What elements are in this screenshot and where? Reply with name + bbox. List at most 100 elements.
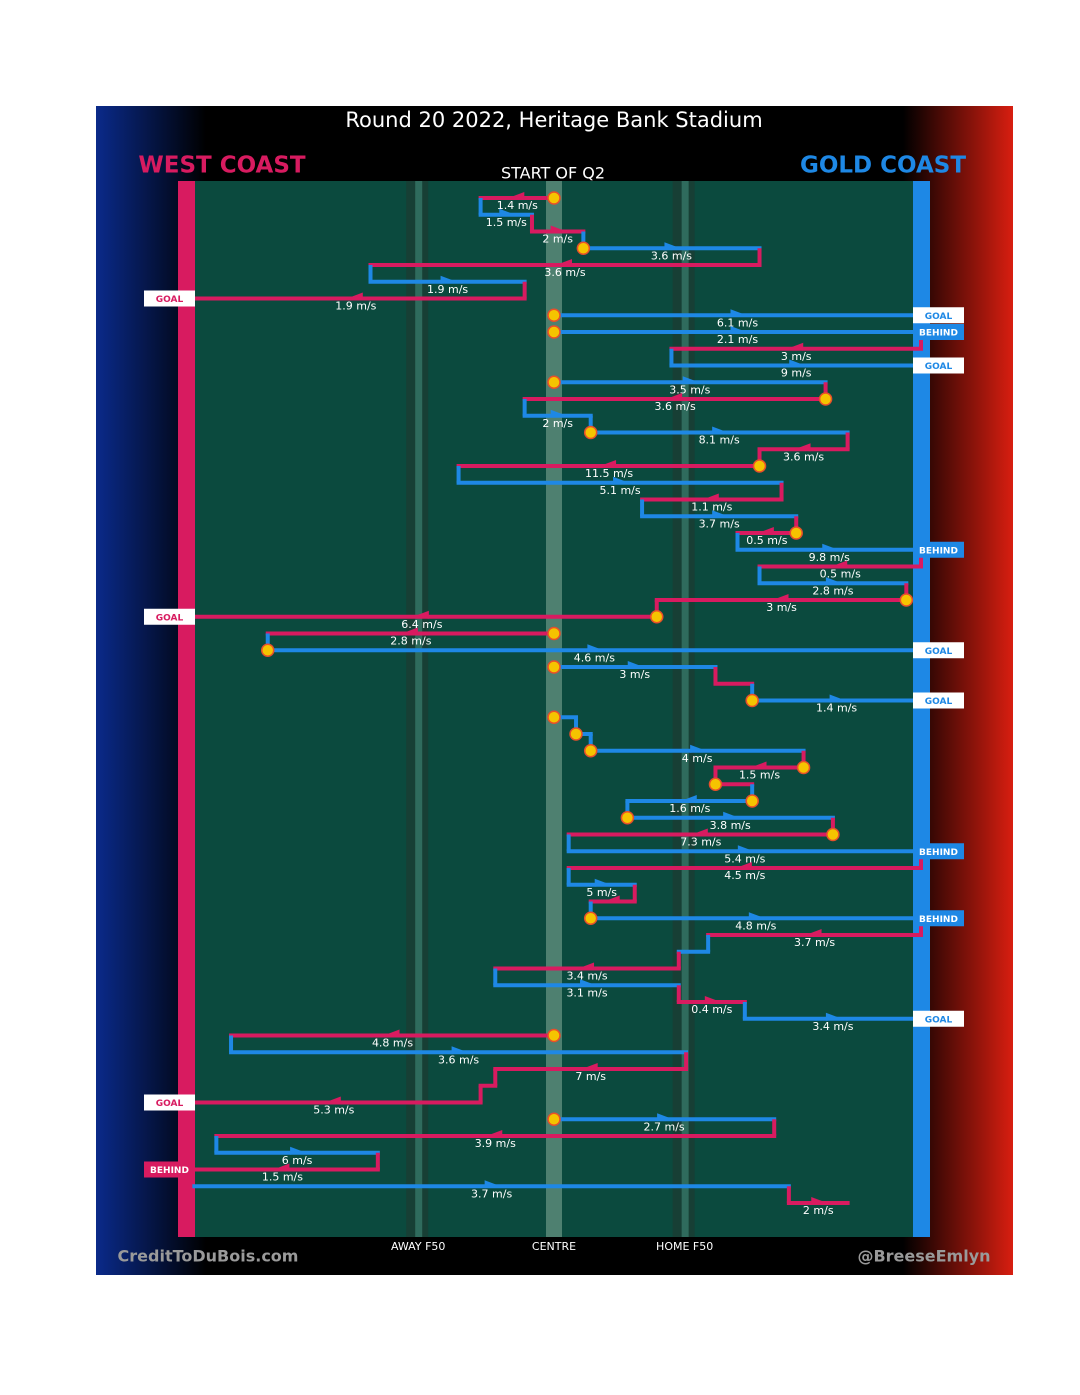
arrow	[666, 393, 683, 401]
marker-label: AWAY F50	[391, 1240, 445, 1253]
speed-label: 1.1 m/s	[691, 501, 732, 514]
speed-label: 3.6 m/s	[783, 450, 824, 463]
stoppage-dot	[708, 777, 723, 791]
result-box	[913, 642, 964, 659]
stoppage-dot	[547, 1112, 561, 1126]
speed-label: 3.6 m/s	[544, 266, 585, 279]
arrow	[556, 259, 573, 267]
speed-label: 3.7 m/s	[699, 517, 740, 530]
speed-label: 2.7 m/s	[644, 1120, 685, 1133]
stoppage-dot	[583, 911, 598, 925]
arrow	[412, 610, 429, 619]
speed-label: 9.8 m/s	[809, 551, 850, 564]
speed-label: 1.9 m/s	[335, 300, 376, 313]
arrow	[290, 1146, 307, 1155]
stoppage-dot	[745, 693, 759, 708]
arrow	[401, 627, 418, 636]
speed-label: 5.3 m/s	[313, 1104, 354, 1117]
result-label: GOAL	[925, 312, 953, 322]
result-label: BEHIND	[919, 848, 958, 858]
speed-label: 5 m/s	[586, 886, 617, 899]
arrow	[600, 460, 617, 468]
credit: CreditToDuBois.com	[118, 1247, 299, 1266]
arrow	[757, 527, 774, 535]
arrow	[737, 845, 754, 854]
speed-label: 9 m/s	[781, 367, 812, 380]
marker-label: CENTRE	[532, 1240, 576, 1253]
arrow	[587, 644, 604, 653]
arrow	[578, 962, 595, 971]
speed-label: 1.4 m/s	[816, 702, 857, 715]
team-left: WEST COAST	[138, 153, 306, 179]
result-box	[913, 910, 964, 927]
speed-label: 3.6 m/s	[651, 249, 692, 262]
speed-label: 11.5 m/s	[585, 467, 633, 480]
result-label: GOAL	[925, 697, 953, 707]
speed-label: 5.4 m/s	[724, 852, 765, 865]
arrow	[794, 443, 811, 452]
stoppage-dot	[752, 459, 767, 473]
credit: @BreeseEmlyn	[857, 1247, 990, 1266]
speed-label: 1.5 m/s	[739, 769, 780, 782]
speed-label: 3 m/s	[781, 350, 812, 363]
arrow	[702, 493, 719, 502]
team-right: GOLD COAST	[800, 153, 966, 179]
stoppage-dot	[547, 1028, 561, 1043]
arrow	[735, 862, 752, 870]
speed-label: 5.1 m/s	[599, 484, 640, 497]
marker-label: HOME F50	[656, 1240, 713, 1253]
speed-label: 2 m/s	[542, 417, 573, 430]
arrow	[550, 409, 567, 418]
speed-label: 3.9 m/s	[475, 1137, 516, 1150]
f50-line	[681, 181, 689, 1237]
result-box	[144, 608, 195, 625]
stoppage-dot	[583, 425, 598, 440]
arrow	[486, 1130, 503, 1138]
speed-label: 4.5 m/s	[724, 869, 765, 882]
arrow	[690, 744, 707, 753]
arrow	[712, 510, 729, 519]
stoppage-dot	[569, 727, 583, 741]
arrow	[805, 929, 822, 937]
arrow	[730, 309, 747, 318]
stoppage-dot	[899, 593, 914, 607]
speed-label: 1.5 m/s	[486, 216, 527, 229]
arrow	[712, 426, 729, 435]
stoppage-dot	[260, 643, 275, 657]
movements: 1.4 m/s 1.5 m/s 2 m/s 3.6 m/s 3.6 m/s 1.9 m/s…	[185, 192, 923, 1217]
stoppage-dot	[547, 710, 561, 724]
result-label: GOAL	[156, 1099, 184, 1109]
arrow	[484, 1180, 501, 1189]
speed-label: 3.4 m/s	[812, 1020, 853, 1033]
result-label: BEHIND	[919, 915, 958, 925]
dots	[260, 191, 914, 1126]
speed-label: 3 m/s	[766, 601, 797, 614]
stoppage-dot	[583, 744, 598, 758]
arrow	[594, 878, 611, 887]
arrow	[682, 376, 699, 385]
speed-label: 3.7 m/s	[471, 1187, 512, 1200]
stoppage-dot	[547, 660, 561, 674]
result-box	[144, 1161, 195, 1178]
arrow	[581, 1063, 598, 1071]
speed-label: 6 m/s	[282, 1154, 313, 1167]
speed-label: 2 m/s	[803, 1204, 834, 1217]
speed-label: 6.4 m/s	[401, 618, 442, 631]
result-box	[144, 1094, 195, 1111]
speed-label: 3.5 m/s	[669, 383, 710, 396]
stoppage-dot	[547, 375, 561, 389]
speed-label: 1.9 m/s	[427, 283, 468, 296]
east-goal-line	[913, 181, 930, 1237]
speed-label: 3.1 m/s	[566, 986, 607, 999]
arrow	[664, 242, 681, 251]
result-box	[913, 541, 964, 558]
speed-label: 2.8 m/s	[390, 635, 431, 648]
stoppage-dot	[547, 325, 561, 339]
arrow	[613, 476, 630, 485]
result-box	[913, 324, 964, 340]
speed-label: 7.3 m/s	[680, 836, 721, 849]
result-box	[144, 290, 195, 307]
result-label: BEHIND	[919, 546, 958, 556]
result-box	[913, 843, 964, 860]
